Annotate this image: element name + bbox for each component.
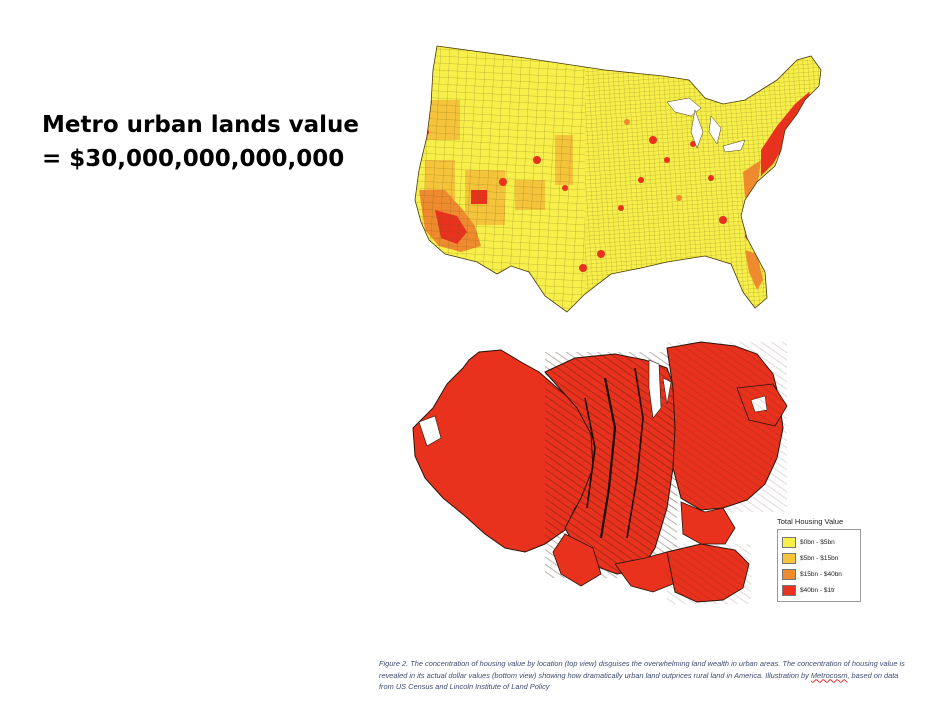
legend-item: $40bn - $1tr (782, 582, 856, 598)
caption-text-1: Figure 2. The concentration of housing v… (379, 659, 905, 680)
headline: Metro urban lands value = $30,000,000,00… (42, 108, 402, 176)
caption-brand: Metrocosm (810, 670, 848, 680)
us-county-map (414, 45, 822, 313)
legend-box: $0bn - $5bn $5bn - $15bn $15bn - $40bn $… (777, 529, 861, 602)
legend-swatch (782, 552, 796, 564)
figure-caption: Figure 2. The concentration of housing v… (379, 658, 909, 693)
legend-label: $5bn - $15bn (800, 554, 839, 562)
caption-text-2: , based on data from US Census and Linco… (379, 670, 899, 692)
legend-item: $5bn - $15bn (782, 550, 856, 566)
legend-item: $0bn - $5bn (782, 534, 856, 550)
legend-label: $40bn - $1tr (800, 586, 836, 594)
legend-label: $15bn - $40bn (800, 570, 842, 578)
legend-swatch (782, 568, 796, 580)
legend-swatch (782, 584, 796, 596)
headline-line-2: = $30,000,000,000,000 (42, 146, 345, 172)
legend-item: $15bn - $40bn (782, 566, 856, 582)
legend-label: $0bn - $5bn (800, 538, 835, 546)
headline-line-1: Metro urban lands value (42, 112, 360, 138)
map-legend: Total Housing Value $0bn - $5bn $5bn - $… (777, 517, 861, 602)
legend-title: Total Housing Value (777, 517, 844, 526)
housing-value-cartogram (412, 341, 788, 604)
legend-swatch (782, 536, 796, 548)
